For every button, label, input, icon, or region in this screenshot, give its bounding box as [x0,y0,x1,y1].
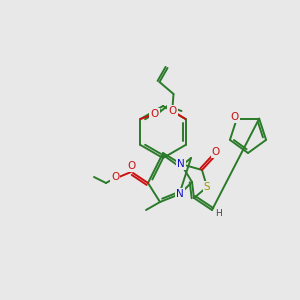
Text: O: O [127,161,135,171]
Text: H: H [216,208,222,217]
Text: O: O [150,109,159,119]
Text: N: N [177,159,185,169]
Text: O: O [168,106,177,116]
Text: S: S [204,182,210,192]
Text: O: O [212,147,220,157]
Text: O: O [111,172,119,182]
Text: O: O [231,112,239,122]
Text: N: N [176,189,184,199]
